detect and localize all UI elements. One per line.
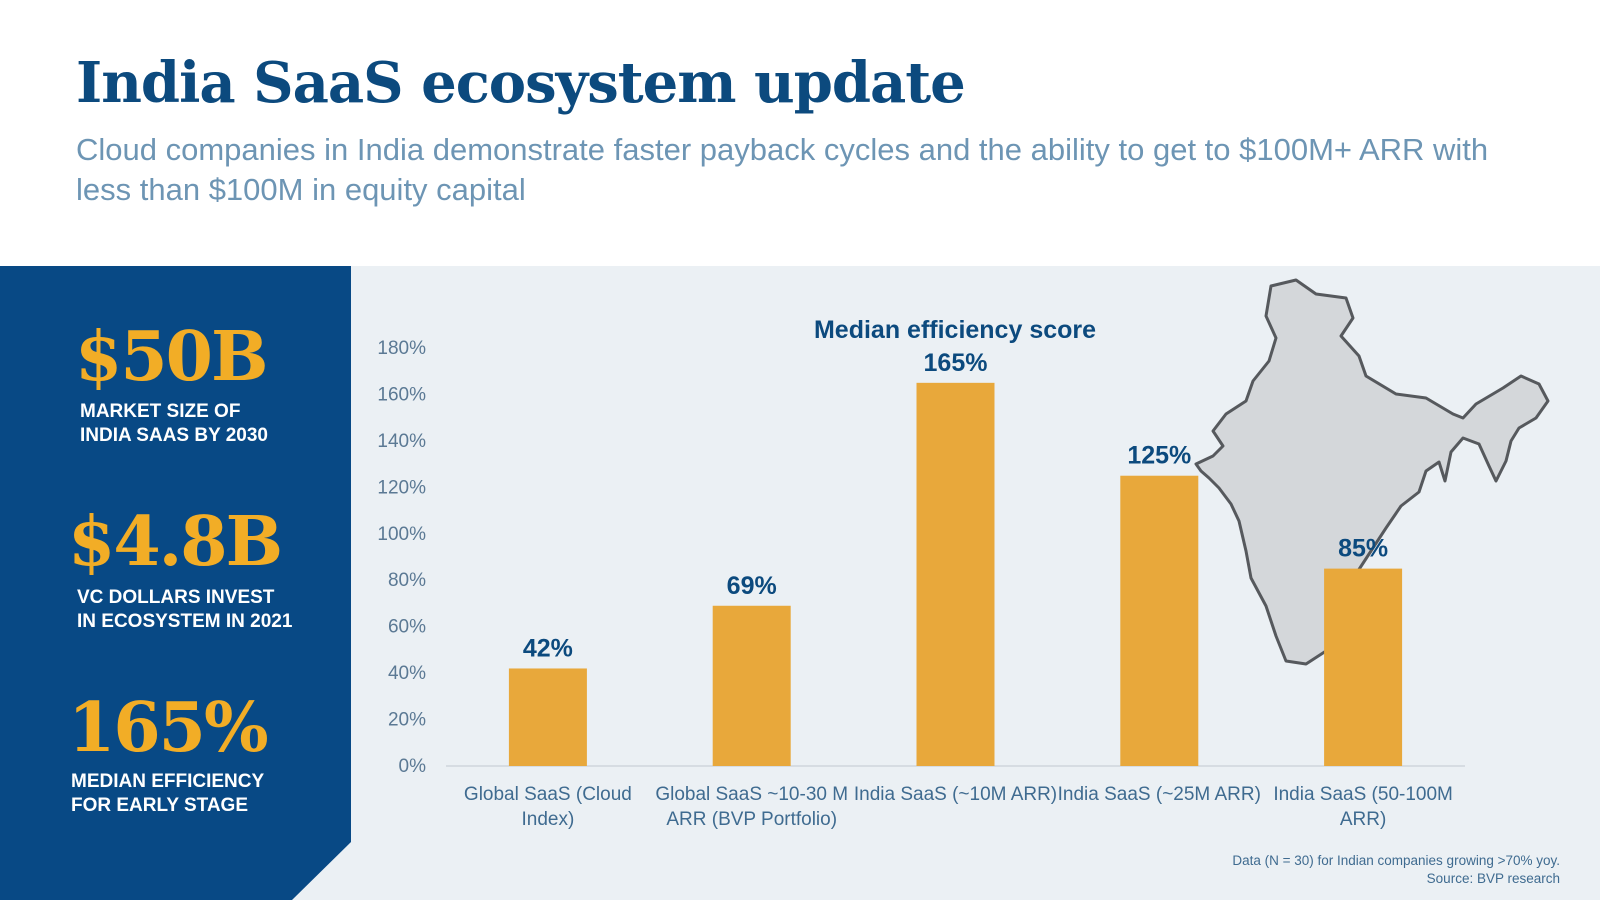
stat-value: $4.8B	[68, 502, 283, 582]
stat-label-line: INDIA SAAS BY 2030	[80, 425, 268, 446]
chart-title: Median efficiency score	[814, 316, 1096, 344]
y-tick-label: 140%	[377, 431, 426, 452]
x-tick-label: Global SaaS ~10-30 M ARR (BVP Portfolio)	[655, 784, 848, 830]
stat-value: $50B	[75, 317, 268, 397]
bar	[916, 382, 995, 766]
stat-label-line: VC DOLLARS INVEST	[77, 587, 275, 608]
data-label: 69%	[727, 572, 777, 600]
x-tick-label-line: Global SaaS (Cloud	[464, 784, 632, 805]
bar	[1324, 568, 1403, 766]
x-tick-label-line: Index)	[521, 809, 574, 830]
stat-label: MARKET SIZE OF INDIA SAAS BY 2030	[80, 400, 320, 448]
y-tick-label: 80%	[388, 570, 426, 591]
x-tick-label: Global SaaS (Cloud Index)	[464, 784, 632, 830]
y-tick-label: 100%	[377, 524, 426, 545]
x-tick-label-line: ARR)	[1340, 809, 1386, 830]
footnote-data-note: Data (N = 30) for Indian companies growi…	[1232, 853, 1560, 868]
efficiency-bar-chart: Median efficiency score 0% 20% 40% 60% 80% 10…	[377, 278, 1550, 830]
y-tick-label: 60%	[388, 617, 426, 638]
india-map-icon	[1194, 278, 1550, 666]
bar	[712, 605, 791, 766]
x-tick-label-line: India SaaS (~25M ARR)	[1058, 784, 1261, 805]
bar-series	[508, 382, 1403, 766]
data-label: 85%	[1338, 535, 1388, 563]
data-label: 165%	[924, 349, 988, 377]
data-labels: 42% 69% 165% 125% 85%	[523, 349, 1388, 663]
x-axis: Global SaaS (Cloud Index) Global SaaS ~10-…	[464, 784, 1453, 830]
footnote: Data (N = 30) for Indian companies growi…	[1232, 852, 1560, 888]
y-tick-label: 160%	[377, 384, 426, 405]
x-tick-label: India SaaS (50-100M ARR)	[1273, 784, 1453, 830]
data-label: 42%	[523, 634, 573, 662]
stats-sidebar	[0, 266, 351, 900]
stat-label: MEDIAN EFFICIENCY FOR EARLY STAGE	[71, 770, 311, 818]
x-tick-label-line: Global SaaS ~10-30 M	[655, 784, 848, 805]
stat-label-line: IN ECOSYSTEM IN 2021	[77, 611, 293, 632]
y-tick-label: 20%	[388, 710, 426, 731]
x-tick-label-line: India SaaS (50-100M	[1273, 784, 1453, 805]
y-tick-label: 180%	[377, 338, 426, 359]
x-tick-label: India SaaS (~10M ARR)	[854, 784, 1057, 805]
x-tick-label: India SaaS (~25M ARR)	[1058, 784, 1261, 805]
stat-label-line: FOR EARLY STAGE	[71, 795, 249, 816]
stat-label-line: MARKET SIZE OF	[80, 401, 241, 422]
stat-value: 165%	[68, 688, 269, 768]
stat-label: VC DOLLARS INVEST IN ECOSYSTEM IN 2021	[77, 586, 317, 634]
y-tick-label: 40%	[388, 663, 426, 684]
page-subtitle: Cloud companies in India demonstrate fas…	[76, 132, 1489, 207]
x-tick-label-line: ARR (BVP Portfolio)	[666, 809, 837, 830]
x-tick-label-line: India SaaS (~10M ARR)	[854, 784, 1057, 805]
bar	[1120, 475, 1199, 766]
stat-label-line: MEDIAN EFFICIENCY	[71, 771, 265, 792]
bar	[508, 668, 587, 766]
data-label: 125%	[1127, 442, 1191, 470]
footnote-source: Source: BVP research	[1426, 871, 1560, 886]
y-axis: 0% 20% 40% 60% 80% 100% 120% 140% 160% 180%	[377, 338, 426, 777]
y-tick-label: 120%	[377, 477, 426, 498]
page-title: India SaaS ecosystem update	[76, 50, 966, 116]
y-tick-label: 0%	[399, 756, 427, 777]
